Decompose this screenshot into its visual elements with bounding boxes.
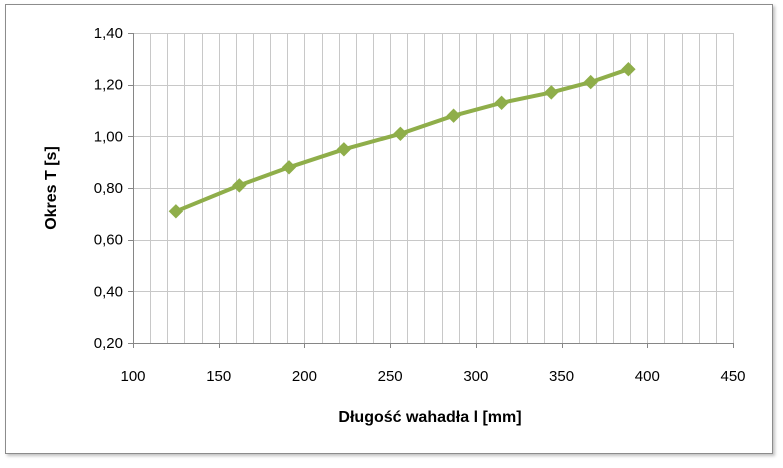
x-tick-label: 450 — [720, 368, 745, 385]
data-point — [494, 95, 509, 111]
x-axis-title: Długość wahadła l [mm] — [338, 409, 521, 426]
y-tick-label: 0,80 — [94, 180, 123, 197]
data-point — [232, 178, 247, 193]
y-tick-label: 1,00 — [94, 128, 123, 145]
tick-labels: 0,20 0,40 0,60 0,80 1,00 1,20 1,40 100 150 200 250… — [94, 25, 746, 385]
x-tick-label: 300 — [463, 368, 488, 385]
x-tick-label: 100 — [120, 368, 145, 385]
x-tick-label: 200 — [292, 368, 317, 385]
x-tick-label: 400 — [635, 368, 660, 385]
y-tick-label: 0,40 — [94, 283, 123, 300]
series — [168, 61, 636, 219]
data-point — [336, 142, 352, 157]
y-axis-title: Okres T [s] — [43, 146, 60, 230]
x-tick-label: 350 — [549, 368, 574, 385]
axes — [128, 33, 734, 348]
y-tick-label: 0,20 — [94, 335, 123, 352]
data-point — [583, 74, 598, 90]
series-line — [175, 67, 630, 214]
y-tick-label: 0,60 — [94, 232, 123, 249]
data-point — [281, 160, 297, 175]
x-tick-label: 250 — [378, 368, 403, 385]
data-point — [168, 204, 184, 219]
y-tick-label: 1,40 — [94, 25, 123, 42]
data-point — [393, 126, 408, 142]
data-point — [446, 108, 461, 123]
y-tick-label: 1,20 — [94, 77, 123, 94]
x-tick-label: 150 — [206, 368, 231, 385]
data-point — [544, 85, 559, 100]
grid — [133, 33, 734, 344]
data-point — [621, 61, 636, 77]
